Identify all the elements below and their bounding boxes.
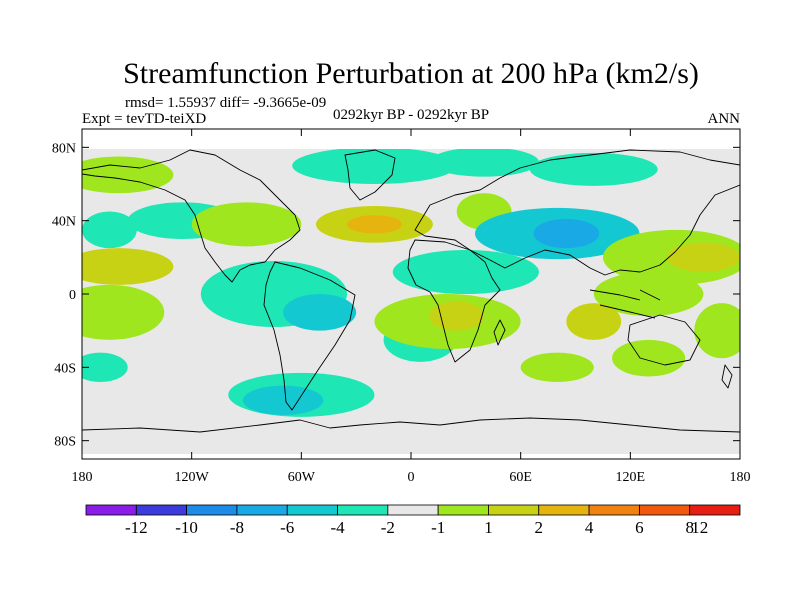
experiment-label: Expt = tevTD-teiXD bbox=[82, 111, 206, 127]
colorbar-label: -4 bbox=[330, 518, 345, 537]
colorbar-label: -10 bbox=[175, 518, 198, 537]
anomaly-region bbox=[529, 152, 658, 186]
anomaly-region bbox=[82, 248, 174, 285]
anomaly-region bbox=[191, 202, 302, 247]
colorbar-swatch bbox=[387, 504, 439, 516]
colorbar-label: -6 bbox=[280, 518, 294, 537]
y-axis-ticks: 80N 40N 0 40S 80S bbox=[52, 141, 76, 449]
australia-coastline bbox=[627, 314, 701, 366]
y-tick-label: 80N bbox=[52, 141, 76, 156]
maritime-continent-coastline bbox=[589, 289, 661, 319]
north-america-coastline bbox=[82, 149, 301, 283]
colorbar-label: 4 bbox=[585, 518, 594, 537]
colorbar-swatch bbox=[638, 504, 691, 516]
anomaly-region bbox=[82, 352, 128, 382]
anomaly-region bbox=[82, 284, 165, 340]
colorbar-label: 2 bbox=[535, 518, 544, 537]
y-tick-label: 40N bbox=[52, 215, 76, 230]
colorbar-swatch bbox=[337, 504, 389, 516]
map-plot-area: 180 120W 60W 0 60E 120E 180 80N 40N 0 40S 80S bbox=[52, 128, 751, 485]
colorbar-swatch bbox=[236, 504, 288, 516]
x-tick-label: 0 bbox=[408, 470, 415, 485]
anomaly-region bbox=[283, 294, 357, 331]
colorbar-label: -2 bbox=[381, 518, 395, 537]
stats-label: rmsd= 1.55937 diff= -9.3665e-09 bbox=[125, 95, 326, 111]
colorbar-swatch bbox=[689, 504, 741, 516]
y-tick-label: 40S bbox=[54, 361, 76, 376]
period-label: 0292kyr BP - 0292kyr BP bbox=[333, 107, 489, 123]
anomaly-region bbox=[429, 149, 539, 177]
x-tick-label: 120E bbox=[616, 470, 646, 485]
anomaly-region bbox=[392, 250, 539, 294]
anomaly-region bbox=[242, 385, 324, 416]
south-america-coastline bbox=[263, 261, 356, 411]
tick-marks bbox=[81, 129, 741, 459]
y-tick-label: 0 bbox=[69, 288, 76, 303]
y-tick-label: 80S bbox=[54, 435, 76, 450]
x-tick-label: 180 bbox=[72, 470, 93, 485]
x-tick-label: 60W bbox=[288, 470, 316, 485]
season-label: ANN bbox=[708, 111, 741, 127]
colorbar-swatch bbox=[286, 504, 338, 516]
colorbar-label: -1 bbox=[431, 518, 445, 537]
anomaly-region bbox=[82, 211, 137, 249]
colorbar bbox=[85, 504, 741, 516]
coastlines bbox=[82, 149, 740, 433]
colorbar-swatch bbox=[186, 504, 238, 516]
colorbar-labels: -12 -10 -8 -6 -4 -2 -1 1 2 4 6 812 bbox=[125, 518, 708, 537]
colorbar-swatch bbox=[488, 504, 540, 516]
anomaly-region bbox=[292, 149, 457, 184]
colorbar-label: -8 bbox=[230, 518, 244, 537]
colorbar-label: 6 bbox=[635, 518, 644, 537]
colorbar-swatch bbox=[588, 504, 640, 516]
colorbar-label: 8 bbox=[685, 518, 694, 537]
greenland-coastline bbox=[344, 149, 396, 201]
colorbar-label: -12 bbox=[125, 518, 148, 537]
anomaly-region bbox=[694, 303, 740, 359]
madagascar-coastline bbox=[493, 319, 506, 346]
x-tick-label: 60E bbox=[509, 470, 532, 485]
anomaly-region bbox=[566, 303, 622, 340]
colorbar-label: 12 bbox=[691, 518, 708, 537]
colorbar-swatch bbox=[437, 504, 489, 516]
colorbar-swatch bbox=[85, 504, 137, 516]
anomaly-region bbox=[666, 242, 740, 272]
anomaly-region bbox=[520, 352, 594, 383]
antarctica-coastline bbox=[82, 417, 740, 433]
new-zealand-coastline bbox=[721, 364, 733, 389]
x-tick-label: 120W bbox=[175, 470, 210, 485]
anomaly-region bbox=[347, 215, 402, 234]
colorbar-swatch bbox=[135, 504, 188, 516]
africa-coastline bbox=[407, 239, 501, 363]
eurasia-coastline bbox=[414, 149, 740, 276]
colorbar-swatch bbox=[538, 504, 590, 516]
chart-title: Streamfunction Perturbation at 200 hPa (… bbox=[123, 57, 699, 90]
colorbar-label: 1 bbox=[484, 518, 493, 537]
x-axis-ticks: 180 120W 60W 0 60E 120E 180 bbox=[72, 470, 751, 485]
anomaly-region bbox=[612, 339, 686, 377]
anomaly-region bbox=[533, 218, 600, 249]
x-tick-label: 180 bbox=[730, 470, 751, 485]
anomaly-region bbox=[429, 301, 485, 331]
